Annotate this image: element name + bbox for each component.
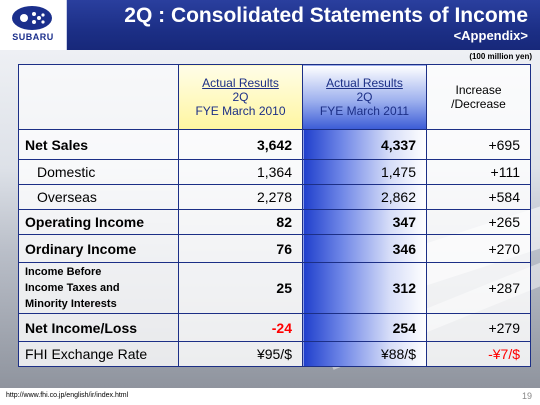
- subaru-logo: SUBARU: [0, 0, 67, 50]
- row-label-line1: Income Before: [25, 266, 102, 278]
- header-corner-cell: [18, 64, 179, 130]
- table-row-overseas: Overseas 2,278 2,862 +584: [18, 184, 531, 210]
- column-header-fy2011-title: Actual Results: [326, 76, 403, 90]
- slide-header: SUBARU 2Q : Consolidated Statements of I…: [0, 0, 540, 50]
- value-change: +270: [426, 234, 531, 263]
- table-row-net-sales: Net Sales 3,642 4,337 +695: [18, 129, 531, 160]
- value-fy2010: 1,364: [178, 159, 303, 185]
- row-label-line2: Income Taxes and: [25, 282, 120, 294]
- row-label: Operating Income: [18, 209, 179, 235]
- table-row-ordinary-income: Ordinary Income 76 346 +270: [18, 234, 531, 263]
- row-label: Overseas: [18, 184, 179, 210]
- value-fy2011: 312: [302, 262, 427, 314]
- value-change: +584: [426, 184, 531, 210]
- value-fy2010: -24: [178, 313, 303, 342]
- row-label: Domestic: [18, 159, 179, 185]
- footer-url: http://www.fhi.co.jp/english/ir/index.ht…: [6, 392, 129, 399]
- column-header-fy2010-quarter: 2Q: [232, 90, 249, 104]
- value-change: +279: [426, 313, 531, 342]
- row-label: Net Income/Loss: [18, 313, 179, 342]
- value-change: +265: [426, 209, 531, 235]
- table-row-income-before-taxes: Income Before Income Taxes and Minority …: [18, 262, 531, 314]
- table-row-operating-income: Operating Income 82 347 +265: [18, 209, 531, 235]
- value-fy2010: ¥95/$: [178, 341, 303, 367]
- page-number: 19: [521, 391, 532, 401]
- column-header-change: Increase /Decrease: [426, 64, 531, 130]
- column-header-change-line2: /Decrease: [451, 97, 506, 111]
- row-label: Net Sales: [18, 129, 179, 160]
- pleiades-star-icon: [12, 6, 52, 30]
- value-change: -¥7/$: [426, 341, 531, 367]
- unit-label: (100 million yen): [469, 52, 532, 61]
- column-header-fy2011-quarter: 2Q: [356, 90, 373, 104]
- logo-wordmark: SUBARU: [12, 32, 54, 42]
- value-fy2011: 2,862: [302, 184, 427, 210]
- row-label-line3: Minority Interests: [25, 298, 117, 310]
- value-fy2011: 346: [302, 234, 427, 263]
- value-fy2011: 1,475: [302, 159, 427, 185]
- table-header-row: Actual Results 2Q FYE March 2010 Actual …: [18, 64, 531, 130]
- income-statement-table: Actual Results 2Q FYE March 2010 Actual …: [18, 64, 531, 367]
- slide-footer: http://www.fhi.co.jp/english/ir/index.ht…: [0, 388, 540, 405]
- table-row-net-income: Net Income/Loss -24 254 +279: [18, 313, 531, 342]
- value-fy2010: 3,642: [178, 129, 303, 160]
- page-title: 2Q : Consolidated Statements of Income: [124, 4, 528, 27]
- column-header-fy2011-year: FYE March 2011: [319, 104, 410, 118]
- column-header-fy2010: Actual Results 2Q FYE March 2010: [178, 64, 303, 130]
- row-label: Ordinary Income: [18, 234, 179, 263]
- column-header-fy2011: Actual Results 2Q FYE March 2011: [302, 64, 427, 130]
- value-fy2011: 254: [302, 313, 427, 342]
- value-change: +695: [426, 129, 531, 160]
- column-header-fy2010-year: FYE March 2010: [195, 104, 286, 118]
- value-fy2010: 76: [178, 234, 303, 263]
- row-label: Income Before Income Taxes and Minority …: [18, 262, 179, 314]
- value-change: +111: [426, 159, 531, 185]
- table-row-domestic: Domestic 1,364 1,475 +111: [18, 159, 531, 185]
- page-subtitle: <Appendix>: [453, 28, 528, 43]
- value-fy2011: 347: [302, 209, 427, 235]
- value-fy2010: 82: [178, 209, 303, 235]
- value-fy2011: ¥88/$: [302, 341, 427, 367]
- value-fy2010: 25: [178, 262, 303, 314]
- value-fy2010: 2,278: [178, 184, 303, 210]
- column-header-change-line1: Increase: [455, 83, 502, 97]
- column-header-fy2010-title: Actual Results: [202, 76, 279, 90]
- value-fy2011: 4,337: [302, 129, 427, 160]
- value-change: +287: [426, 262, 531, 314]
- row-label: FHI Exchange Rate: [18, 341, 179, 367]
- table-row-exchange-rate: FHI Exchange Rate ¥95/$ ¥88/$ -¥7/$: [18, 341, 531, 367]
